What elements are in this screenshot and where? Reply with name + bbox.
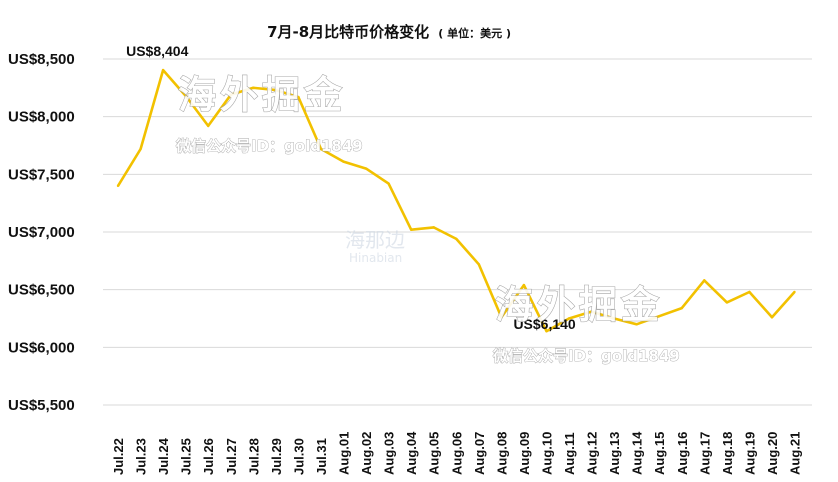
brand-watermark-top: 海外掘金 微信公众号ID：gold1849 [175, 71, 364, 155]
logo-watermark-cn: 海那边 [345, 228, 405, 252]
x-tick-label: Jul.29 [269, 438, 284, 475]
data-point [342, 160, 345, 163]
x-tick-label: Aug.14 [630, 431, 645, 475]
data-point [770, 316, 774, 319]
x-tick-label: Jul.27 [224, 438, 239, 475]
x-tick-label: Aug.20 [765, 432, 780, 475]
data-point [725, 301, 729, 304]
x-tick-label: Aug.10 [539, 432, 554, 475]
x-tick-label: Aug.16 [675, 432, 690, 475]
x-tick-label: Aug.12 [585, 432, 600, 475]
x-tick-label: Jul.24 [156, 437, 171, 475]
data-point [207, 124, 210, 128]
data-point [635, 323, 638, 326]
data-label: US$8,404 [126, 43, 188, 59]
chart-title: 7月-8月比特币价格变化 ( 单位：美元 ) [267, 22, 511, 41]
data-label: US$6,140 [513, 316, 575, 332]
x-tick-label: Aug.05 [427, 432, 442, 475]
x-tick-label: Jul.22 [111, 438, 126, 475]
account-watermark-text: 微信公众号ID：gold1849 [175, 137, 363, 155]
data-point [703, 279, 706, 282]
data-point [139, 147, 142, 151]
y-tick-label: US$7,500 [8, 166, 75, 183]
gridlines [103, 58, 812, 406]
data-point [590, 310, 593, 313]
data-points [116, 68, 796, 333]
x-tick-label: Jul.31 [314, 438, 329, 475]
data-point [297, 95, 300, 99]
y-tick-label: US$7,000 [8, 224, 75, 241]
y-tick-label: US$6,500 [8, 282, 75, 299]
x-tick-label: Jul.28 [246, 438, 261, 475]
data-point [229, 93, 232, 96]
data-point [612, 317, 616, 320]
data-annotations: US$8,404 US$6,140 [126, 43, 576, 332]
y-tick-label: US$5,500 [8, 397, 75, 414]
data-point [658, 314, 661, 318]
data-point [545, 329, 548, 333]
data-point [387, 182, 390, 185]
brand-watermark-text: 海外掘金 [495, 282, 663, 327]
x-axis-ticks: Jul.22 Jul.23 Jul.24 Jul.25 Jul.26 Jul.27 Jul.… [111, 431, 803, 475]
x-tick-label: Aug.02 [359, 432, 374, 475]
data-point [500, 316, 503, 319]
x-tick-label: Aug.21 [788, 432, 803, 475]
data-point [161, 68, 165, 72]
data-point [184, 94, 187, 98]
x-tick-label: Aug.13 [607, 432, 622, 475]
data-point [793, 290, 796, 294]
x-tick-label: Jul.23 [134, 438, 149, 475]
data-point [748, 290, 751, 294]
x-tick-label: Jul.30 [291, 438, 306, 475]
y-tick-label: US$6,000 [8, 339, 75, 356]
x-tick-label: Aug.06 [449, 432, 464, 475]
data-point [252, 86, 255, 90]
x-tick-label: Aug.17 [697, 432, 712, 475]
data-point [477, 263, 480, 266]
x-tick-label: Aug.08 [494, 432, 509, 475]
svg-text:7月-8月比特币价格变化 ( 单位：美元 ): 7月-8月比特币价格变化 ( 单位：美元 ) [267, 22, 511, 41]
x-tick-label: Aug.01 [337, 432, 352, 475]
chart-title-main: 7月-8月比特币价格变化 [267, 23, 429, 41]
data-point [409, 228, 413, 231]
logo-watermark: 海那边 Hinabian [345, 228, 405, 265]
x-tick-label: Aug.04 [404, 431, 419, 475]
data-point [364, 167, 368, 170]
data-point [432, 226, 435, 229]
data-point [455, 237, 458, 241]
x-tick-label: Aug.15 [652, 432, 667, 475]
x-tick-label: Aug.18 [720, 432, 735, 475]
logo-watermark-en: Hinabian [349, 251, 402, 265]
data-point [522, 283, 526, 287]
x-tick-label: Aug.11 [562, 432, 577, 475]
brand-watermark-text: 海外掘金 [178, 72, 346, 117]
chart-title-unit: ( 单位：美元 ) [438, 26, 511, 40]
account-watermark-text: 微信公众号ID：gold1849 [492, 347, 680, 365]
x-tick-label: Aug.09 [517, 432, 532, 475]
x-tick-label: Jul.25 [179, 438, 194, 475]
x-tick-label: Jul.26 [201, 438, 216, 475]
y-axis-ticks: US$8,500 US$8,000 US$7,500 US$7,000 US$6,500… [8, 51, 75, 414]
x-tick-label: Aug.19 [742, 432, 757, 475]
data-point [319, 147, 323, 151]
x-tick-label: Aug.03 [382, 432, 397, 475]
data-point [116, 184, 120, 188]
data-point [680, 306, 683, 310]
data-point [567, 317, 571, 320]
x-tick-label: Aug.07 [472, 432, 487, 475]
y-tick-label: US$8,500 [8, 51, 75, 68]
data-point [274, 88, 278, 92]
brand-watermark-bottom: 海外掘金 微信公众号ID：gold1849 [492, 281, 681, 365]
y-tick-label: US$8,000 [8, 109, 75, 126]
